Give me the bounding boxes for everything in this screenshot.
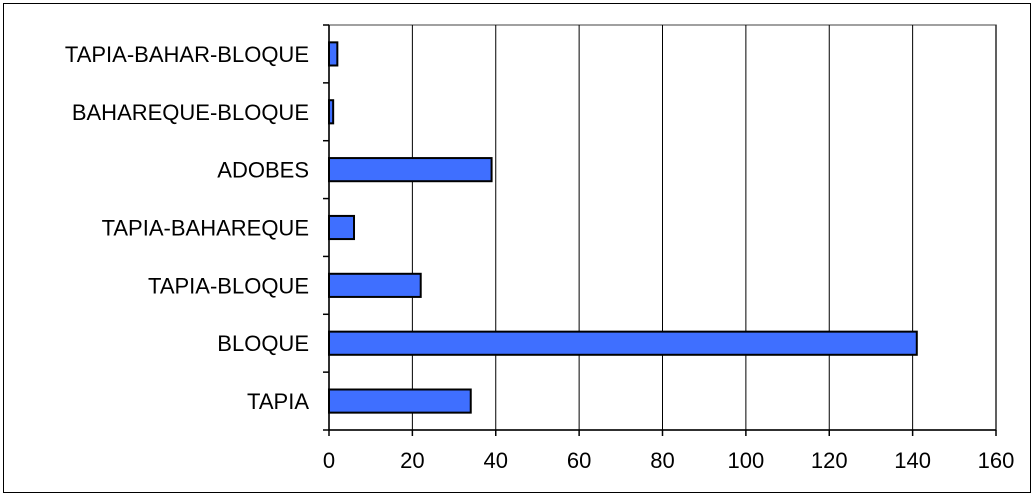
x-tick-label: 160 [978,448,1015,473]
bar-tapia-bahar-bloque [328,41,339,67]
bar-tapia-bloque [328,272,422,298]
gridlines [411,25,997,430]
x-tick-label: 140 [894,448,931,473]
bars [328,41,918,414]
category-label: BAHAREQUE-BLOQUE [72,100,309,125]
x-tick-label: 100 [728,448,765,473]
category-label: TAPIA [247,389,309,414]
x-tick-label: 20 [400,448,424,473]
bar-tapia-bahareque [328,214,356,241]
category-label: ADOBES [217,158,309,183]
x-tick-label: 60 [567,448,591,473]
category-label: TAPIA-BAHAREQUE [102,216,309,241]
bar-bloque [328,330,918,356]
x-tick-label: 40 [484,448,508,473]
category-label: TAPIA-BLOQUE [148,273,309,298]
bar-tapia [328,388,472,414]
category-label: BLOQUE [217,331,309,356]
x-tick-label: 80 [650,448,674,473]
category-label: TAPIA-BAHAR-BLOQUE [65,42,309,67]
bar-adobes [328,157,493,183]
labels: 0 20 40 60 80 100 120 140 160 TAPIA BLOQUE TAPIA-BL… [65,42,1014,473]
x-tick-label: 120 [811,448,848,473]
axes [323,24,997,436]
x-tick-label: 0 [323,448,335,473]
